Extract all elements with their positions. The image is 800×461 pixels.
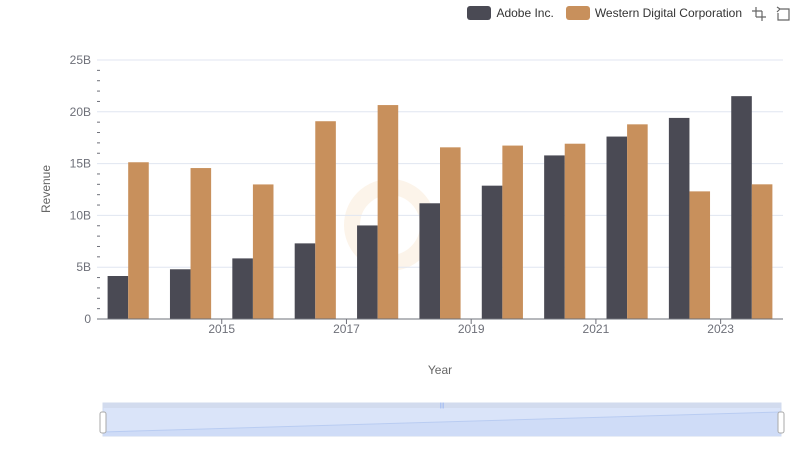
y-axis-title: Revenue [39,165,53,213]
bar-adobe-2014 [107,276,129,319]
x-tick-label: 2019 [458,322,485,336]
legend-swatch-adobe [467,6,492,20]
chart-legend: Adobe Inc. Western Digital Corporation [467,4,742,22]
bar-western-digital-2021 [564,143,586,319]
chart-toolbox [751,6,791,22]
bar-adobe-2019 [419,203,440,319]
data-zoom-handle-right[interactable] [777,411,785,434]
bar-western-digital-2020 [502,145,523,319]
data-zoom-icon[interactable] [751,6,767,22]
x-tick-label: 2023 [707,322,734,336]
data-zoom-selection[interactable] [103,403,781,436]
bar-adobe-2018 [357,225,378,319]
legend-label-adobe: Adobe Inc. [496,6,554,20]
x-axis-ticks: 2015 2017 2019 2021 2023 [208,319,734,336]
bar-western-digital-2019 [440,147,461,319]
legend-label-western-digital: Western Digital Corporation [594,6,742,20]
bars [107,96,773,319]
y-tick-label: 15B [70,157,91,171]
y-tick-label: 25B [70,53,91,67]
data-zoom-grip[interactable]: ||| [440,403,445,409]
y-tick-label: 0 [84,312,91,326]
bar-western-digital-2022 [627,124,648,319]
bar-adobe-2016 [232,258,253,319]
bar-western-digital-2024 [751,184,773,319]
x-tick-label: 2021 [583,322,610,336]
restore-icon[interactable] [775,6,791,22]
bar-western-digital-2014 [128,162,149,319]
legend-swatch-western-digital [565,6,590,20]
legend-item-adobe[interactable]: Adobe Inc. [467,6,554,20]
y-axis-ticks: 0 5B 10B 15B 20B 25B [70,53,92,326]
bar-adobe-2024 [731,96,752,319]
x-tick-label: 2017 [333,322,360,336]
bar-western-digital-2018 [377,105,399,319]
y-minor-ticks [97,69,100,310]
data-zoom-top-bar[interactable] [103,403,781,408]
bar-western-digital-2016 [252,184,274,319]
bar-adobe-2017 [294,243,316,319]
y-tick-label: 20B [70,105,91,119]
bar-adobe-2020 [481,185,503,319]
y-tick-label: 5B [76,260,91,274]
bar-adobe-2023 [668,117,690,319]
y-tick-label: 10B [70,208,91,222]
data-zoom-handle-left[interactable] [99,411,107,434]
x-tick-label: 2015 [208,322,235,336]
bar-adobe-2015 [169,269,191,319]
bar-adobe-2022 [606,136,628,319]
bar-adobe-2021 [544,155,565,319]
bar-western-digital-2017 [315,121,336,319]
data-zoom-slider[interactable]: ||| [99,402,785,437]
x-axis-title: Year [428,363,452,377]
bar-western-digital-2015 [190,168,212,319]
bar-western-digital-2023 [689,191,711,319]
legend-item-western-digital[interactable]: Western Digital Corporation [565,6,742,20]
